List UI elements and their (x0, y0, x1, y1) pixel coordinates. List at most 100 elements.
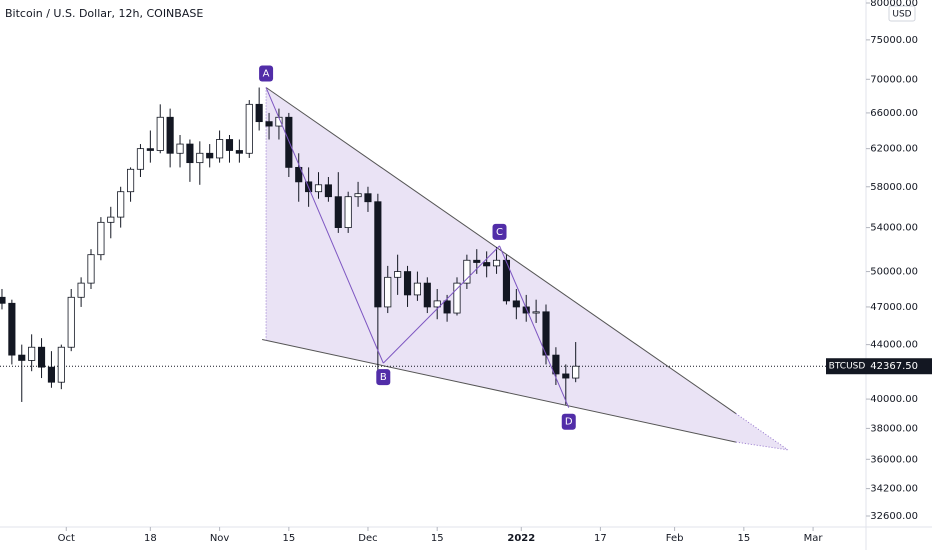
candle-body (47, 366, 56, 383)
candle-body (522, 306, 530, 314)
price-name-box (826, 358, 868, 375)
candle-body (403, 271, 412, 296)
pattern-leg (499, 245, 570, 408)
candle-body (295, 166, 303, 183)
x-tick-label: 18 (144, 533, 157, 544)
price-value: 42367.50 (870, 361, 918, 372)
candle-body (552, 354, 560, 375)
pattern-point-label: D (565, 417, 573, 428)
candle-body (314, 184, 323, 193)
candle-body (77, 282, 85, 298)
candle-body (127, 168, 135, 193)
candle-body (443, 300, 451, 314)
price-value-box (868, 358, 932, 375)
candle-body (394, 271, 402, 278)
y-tick-label: 66000.00 (870, 108, 918, 119)
candle-body (37, 346, 46, 368)
candle-body (28, 346, 36, 361)
candle-body (87, 254, 95, 284)
candle-body (18, 354, 26, 361)
y-tick-label: 58000.00 (870, 182, 918, 193)
candle-body (196, 152, 204, 164)
pattern-point-label: B (380, 372, 387, 383)
candle-body (374, 201, 382, 308)
candle-body (8, 302, 16, 356)
candle-body (285, 116, 293, 168)
y-tick-label: 47000.00 (870, 302, 918, 313)
pattern-lower-edge (262, 338, 737, 443)
candle-body (235, 150, 243, 154)
candle-body (334, 196, 342, 228)
candle-body (225, 139, 234, 151)
candle-body (265, 121, 273, 127)
candle-body (433, 300, 441, 308)
candle-body (512, 300, 520, 308)
candle-body (97, 221, 105, 256)
candle-body (502, 259, 511, 302)
x-tick-label: Oct (58, 533, 75, 544)
candle-body (206, 152, 214, 159)
candle-body (572, 365, 580, 379)
y-tick-label: 44000.00 (870, 340, 918, 351)
candle-body (384, 276, 392, 308)
candle-body (166, 116, 174, 154)
candle-body (67, 296, 75, 348)
candle-body (364, 193, 372, 203)
candle-body (473, 259, 481, 263)
candle-body (117, 191, 125, 218)
candle-body (136, 148, 145, 170)
candle-body (413, 282, 421, 296)
candle-body (146, 148, 154, 151)
x-tick-label: 15 (431, 533, 444, 544)
currency-label: USD (892, 10, 911, 20)
candle-body (463, 259, 471, 284)
candle-body (562, 373, 570, 379)
y-tick-label: 36000.00 (870, 454, 918, 465)
y-tick-label: 50000.00 (870, 267, 918, 278)
candle-body (492, 259, 501, 267)
pattern-point-box (492, 223, 507, 240)
candle-body (186, 143, 194, 164)
candle-body (255, 103, 263, 123)
pattern-leg (265, 87, 384, 364)
x-tick-label: 17 (594, 533, 607, 544)
pattern-point-box (376, 369, 391, 386)
candle-body (216, 139, 224, 159)
x-tick-label: Mar (804, 533, 824, 544)
pattern-point-label: C (496, 227, 503, 238)
candle-body (0, 296, 6, 304)
candle-body (453, 282, 461, 314)
y-tick-label: 62000.00 (870, 144, 918, 155)
y-tick-label: 75000.00 (870, 35, 918, 46)
pattern-point-box (259, 65, 274, 82)
y-tick-label: 40000.00 (870, 394, 918, 405)
y-tick-label: 80000.00 (870, 0, 918, 9)
pattern-point-box (561, 413, 576, 430)
chart-title: Bitcoin / U.S. Dollar, 12h, COINBASE (5, 7, 203, 20)
x-tick-label: 15 (737, 533, 750, 544)
y-tick-label: 38000.00 (870, 423, 918, 434)
y-tick-label: 70000.00 (870, 74, 918, 85)
x-tick-label: Nov (210, 533, 230, 544)
candle-body (245, 103, 253, 154)
candle-body (532, 311, 540, 314)
y-tick-label: 32600.00 (870, 511, 918, 522)
candle-body (324, 184, 332, 198)
candle-body (483, 262, 491, 267)
candle-body (57, 346, 65, 383)
x-tick-label: Dec (358, 533, 377, 544)
currency-box (888, 5, 916, 22)
y-tick-label: 34200.00 (870, 484, 918, 495)
candle-body (423, 282, 431, 308)
candle-body (354, 193, 362, 198)
candle-body (107, 216, 115, 223)
x-tick-label: Feb (666, 533, 684, 544)
x-tick-label: 2022 (507, 533, 535, 544)
price-name: BTCUSD (829, 362, 866, 372)
candle-body (176, 143, 184, 154)
candle-body (344, 196, 352, 228)
y-tick-label: 54000.00 (870, 223, 918, 234)
x-tick-label: 15 (282, 533, 295, 544)
